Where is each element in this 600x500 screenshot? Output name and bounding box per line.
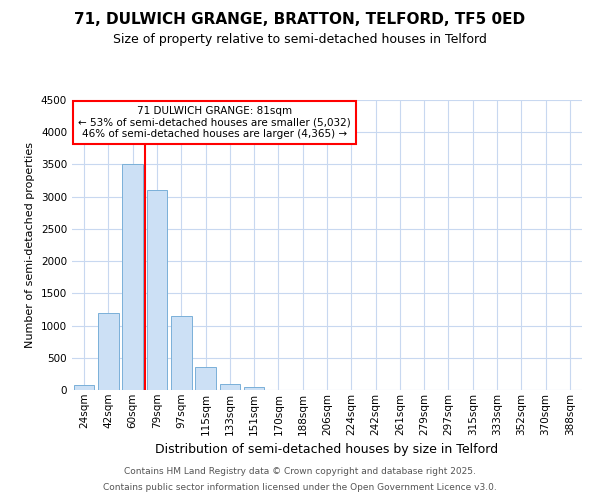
Bar	[98, 312, 119, 390]
Text: Size of property relative to semi-detached houses in Telford: Size of property relative to semi-detach…	[113, 32, 487, 46]
Text: Contains HM Land Registry data © Crown copyright and database right 2025.: Contains HM Land Registry data © Crown c…	[124, 467, 476, 476]
Bar	[171, 316, 191, 390]
Text: Contains public sector information licensed under the Open Government Licence v3: Contains public sector information licen…	[103, 483, 497, 492]
X-axis label: Distribution of semi-detached houses by size in Telford: Distribution of semi-detached houses by …	[155, 443, 499, 456]
Bar	[146, 190, 167, 390]
Text: 71 DULWICH GRANGE: 81sqm
← 53% of semi-detached houses are smaller (5,032)
46% o: 71 DULWICH GRANGE: 81sqm ← 53% of semi-d…	[79, 106, 351, 139]
Bar	[220, 384, 240, 390]
Bar	[244, 387, 265, 390]
Bar	[195, 368, 216, 390]
Bar	[74, 385, 94, 390]
Y-axis label: Number of semi-detached properties: Number of semi-detached properties	[25, 142, 35, 348]
Text: 71, DULWICH GRANGE, BRATTON, TELFORD, TF5 0ED: 71, DULWICH GRANGE, BRATTON, TELFORD, TF…	[74, 12, 526, 28]
Bar	[122, 164, 143, 390]
